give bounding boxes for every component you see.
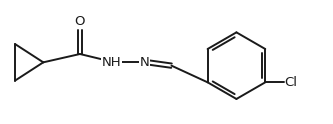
Text: Cl: Cl (285, 76, 298, 89)
Text: NH: NH (102, 56, 121, 69)
Text: N: N (140, 56, 150, 69)
Text: O: O (75, 15, 85, 28)
